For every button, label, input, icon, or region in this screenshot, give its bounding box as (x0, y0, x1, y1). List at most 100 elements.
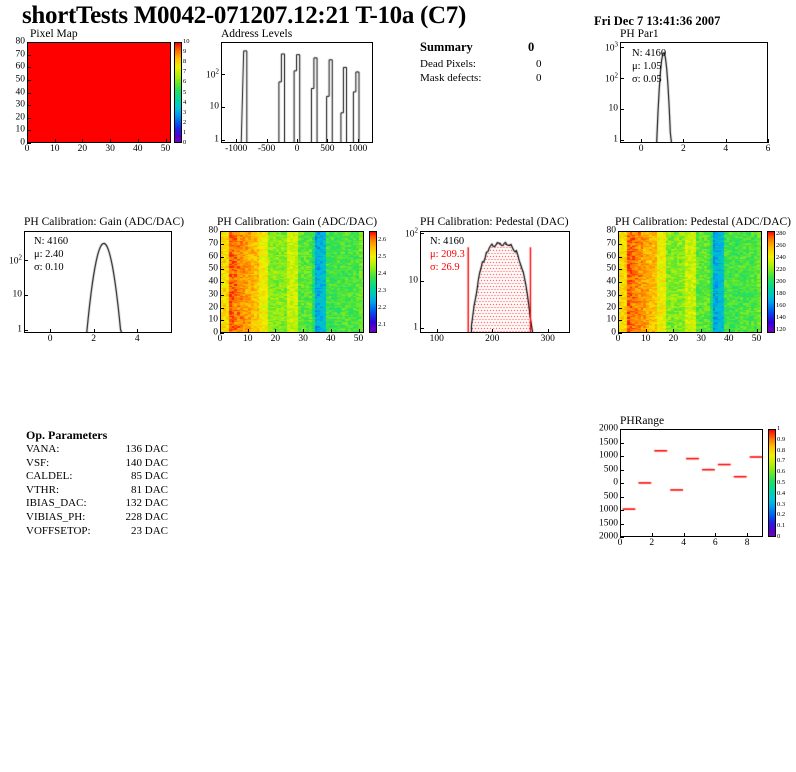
ph-par1-stat-sigma: σ: 0.05 (632, 74, 662, 85)
color-scale-label: 2.4 (378, 269, 387, 277)
y-tick-label: 500 (603, 491, 618, 501)
y-tick-label: 1500 (599, 518, 618, 528)
axis-tick (27, 42, 31, 43)
axis-tick (221, 139, 225, 141)
axis-tick (683, 533, 685, 537)
axis-tick (50, 329, 52, 333)
x-tick-label: 10 (242, 334, 253, 344)
axis-tick (220, 329, 221, 333)
x-tick-label: 40 (133, 144, 143, 154)
op-parameters-block: Op. Parameters VANA: 136 DAC VSF: 140 DAC CA… (0, 428, 260, 548)
axis-tick (330, 329, 332, 333)
x-tick-label: 4 (134, 334, 140, 344)
axis-tick (220, 256, 224, 258)
color-scale-label: 0.5 (777, 478, 786, 486)
y-tick-label: 1000 (599, 450, 618, 461)
x-tick-label: -500 (257, 144, 276, 154)
color-scale-label: 2.6 (378, 235, 387, 243)
axis-tick (620, 483, 624, 484)
axis-tick (27, 143, 31, 144)
pixel-map-title: Pixel Map (30, 28, 78, 40)
ph-par1-stat-n: N: 4160 (632, 48, 667, 59)
axis-tick (436, 329, 438, 333)
axis-tick (54, 139, 56, 143)
axis-tick (327, 139, 329, 143)
axis-tick (27, 79, 31, 81)
color-scale-label: 220 (776, 265, 786, 273)
axis-tick (618, 294, 622, 296)
summary-row-value: 0 (536, 72, 542, 84)
axis-tick (618, 231, 622, 232)
ph-par1-stat-mu: μ: 1.05 (632, 61, 662, 72)
y-tick-label: 50 (15, 74, 26, 85)
axis-tick (27, 139, 28, 143)
color-scale-label: 4 (183, 98, 187, 106)
axis-tick (165, 139, 167, 143)
axis-tick (221, 106, 225, 108)
axis-tick (618, 269, 622, 271)
pedestal-map-title: PH Calibration: Pedestal (ADC/DAC) (615, 216, 791, 228)
gain-hist-pad: PH Calibration: Gain (ADC/DAC) 0 2 4 1 10 102… (0, 216, 196, 351)
x-tick-label: 0 (294, 144, 300, 154)
color-scale-label: 1 (777, 424, 781, 432)
x-tick-label: 0 (217, 334, 223, 344)
x-tick-label: 50 (751, 334, 762, 344)
pedestal-map-frame (618, 231, 762, 333)
axis-tick (620, 523, 624, 525)
axis-tick (641, 139, 643, 143)
summary-row-label: Mask defects: (420, 72, 482, 84)
x-tick-label: 20 (668, 334, 679, 344)
x-tick-label: 300 (540, 334, 555, 344)
x-tick-label: 20 (77, 144, 88, 154)
gain-hist-frame (24, 231, 172, 333)
axis-tick (220, 294, 224, 296)
color-scale-label: 240 (776, 253, 786, 261)
color-scale-label: 2.2 (378, 303, 387, 311)
color-scale-label: 3 (183, 108, 187, 116)
x-tick-label: 0 (47, 334, 53, 344)
x-tick-label: 0 (617, 538, 623, 548)
x-tick-label: 2 (649, 538, 655, 548)
color-scale-label: 2 (183, 118, 187, 126)
axis-tick (297, 139, 298, 143)
y-tick-label: 10 (408, 275, 419, 286)
gain-hist-stat-n: N: 4160 (34, 236, 69, 247)
axis-tick (618, 333, 622, 334)
axis-tick (303, 329, 305, 333)
axis-tick (27, 117, 31, 119)
phrange-title: PHRange (620, 415, 665, 427)
ph-par1-frame (620, 42, 768, 143)
op-parameter-value: 132 DAC (125, 497, 168, 510)
axis-tick (24, 295, 28, 296)
gain-hist-stat-sigma: σ: 0.10 (34, 262, 64, 273)
x-tick-label: 20 (270, 334, 281, 344)
color-scale-label: 200 (776, 277, 786, 285)
color-scale-label: 7 (183, 68, 187, 76)
axis-tick (27, 92, 31, 94)
address-levels-frame (221, 42, 373, 143)
axis-tick (220, 320, 224, 322)
axis-tick (93, 329, 95, 333)
op-parameter-label: CALDEL: (26, 470, 73, 483)
summary-row-value: 0 (536, 58, 542, 70)
axis-tick (27, 67, 31, 69)
y-tick-label: 10 (208, 314, 219, 325)
axis-tick (768, 139, 769, 143)
ph-par1-title: PH Par1 (620, 28, 659, 40)
axis-tick (747, 533, 749, 537)
color-scale-label: 120 (776, 325, 786, 333)
axis-tick (236, 139, 238, 143)
color-scale-label: 6 (183, 78, 187, 86)
color-scale-label: 0.3 (777, 500, 786, 508)
x-tick-label: 0 (24, 144, 30, 154)
color-scale-label: 2.1 (378, 320, 387, 328)
x-tick-label: 8 (744, 538, 750, 548)
op-parameter-value: 81 DAC (131, 483, 168, 496)
y-tick-label: 60 (208, 251, 219, 261)
color-scale-label: 180 (776, 289, 786, 297)
y-tick-label: 2000 (599, 531, 618, 542)
axis-tick (618, 256, 622, 258)
op-parameter-label: VTHR: (26, 483, 59, 496)
axis-tick (220, 282, 224, 283)
axis-tick (620, 510, 624, 511)
